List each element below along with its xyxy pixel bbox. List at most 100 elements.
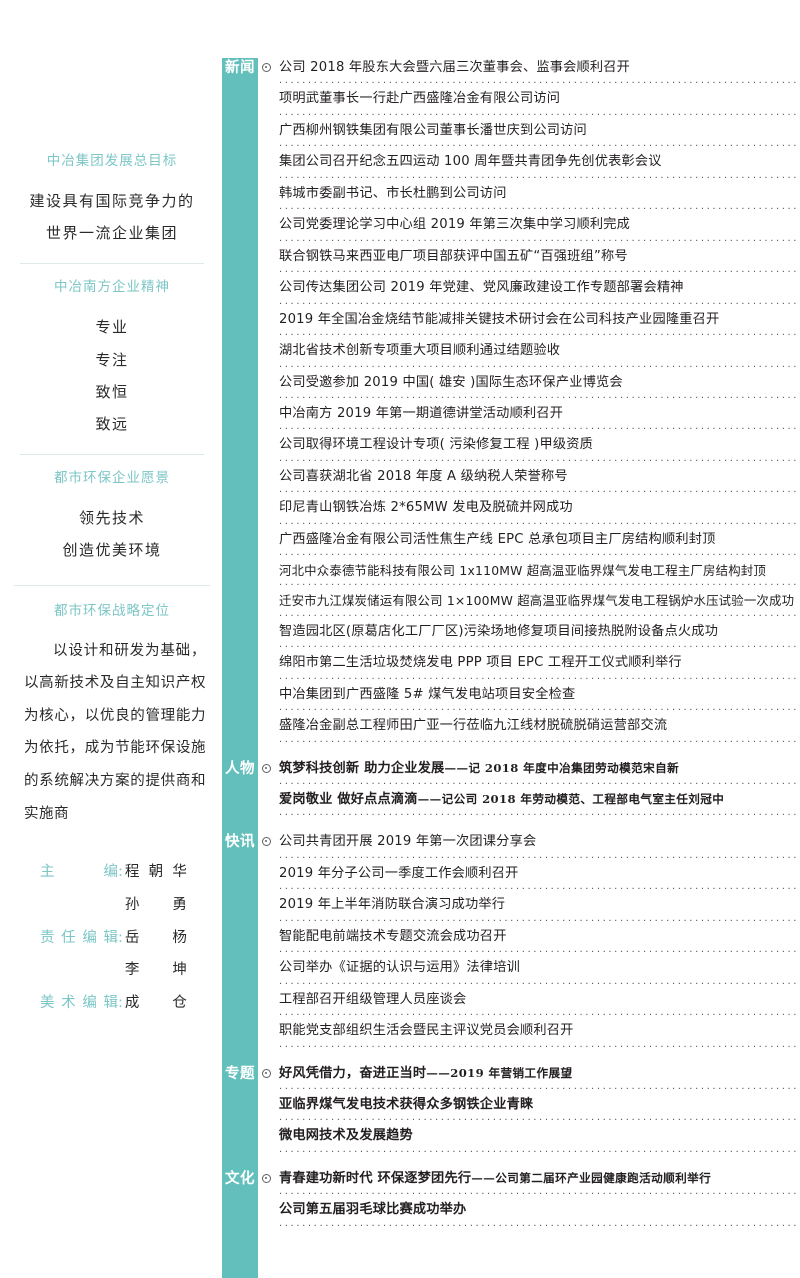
sidebar-line: 致恒 bbox=[95, 382, 129, 401]
dot-leader: ········································… bbox=[279, 1146, 800, 1158]
toc-section: 人物 筑梦科技创新 助力企业发展——记 2018 年度中冶集团劳动模范宋自新 ···… bbox=[225, 759, 800, 822]
toc-entry[interactable]: 广西柳州钢铁集团有限公司董事长潘世庆到公司访问 ·················… bbox=[258, 121, 800, 152]
toc-leader-row: ········································… bbox=[279, 140, 800, 152]
toc-entry[interactable]: 公司举办《证据的认识与运用》法律培训 ······················… bbox=[258, 958, 800, 989]
bullet-icon bbox=[262, 1068, 271, 1078]
toc-entry[interactable]: 湖北省技术创新专项重大项目顺利通过结题验收 ···················… bbox=[258, 341, 800, 372]
toc-entry[interactable]: 2019 年分子公司一季度工作会顺利召开 ····················… bbox=[258, 864, 800, 895]
toc-leader-row: ········································… bbox=[279, 235, 800, 247]
dot-leader: ········································… bbox=[279, 673, 800, 685]
toc-leader-row: ········································… bbox=[279, 852, 800, 864]
sidebar-line: 专业 bbox=[95, 318, 129, 337]
toc-entry-title: 微电网技术及发展趋势 bbox=[279, 1128, 413, 1144]
bullet-icon bbox=[262, 837, 271, 847]
toc-entry[interactable]: 公司传达集团公司 2019 年党建、党风廉政建设工作专题部署会精神 ·······… bbox=[258, 278, 800, 309]
sidebar-block-group-goal: 中冶集团发展总目标 建设具有国际竞争力的 世界一流企业集团 bbox=[14, 152, 210, 249]
toc-leader-row: ········································… bbox=[279, 423, 800, 435]
toc-entry[interactable]: 项明武董事长一行赴广西盛隆冶金有限公司访问 ···················… bbox=[258, 89, 800, 120]
dot-leader: ········································… bbox=[279, 518, 800, 530]
toc-entry[interactable]: 公司第五届羽毛球比赛成功举办 ··························… bbox=[258, 1200, 800, 1231]
credit-row: : 李坤 bbox=[40, 954, 210, 987]
toc-leader-row: ········································… bbox=[279, 778, 800, 790]
toc-entry-title: 青春建功新时代 环保逐梦团先行——公司第二届环产业园健康跑活动顺利举行 bbox=[279, 1170, 712, 1186]
toc-entry[interactable]: 青春建功新时代 环保逐梦团先行——公司第二届环产业园健康跑活动顺利举行 ·····… bbox=[258, 1169, 800, 1200]
toc-entry[interactable]: 公司共青团开展 2019 年第一次团课分享会 ··················… bbox=[258, 832, 800, 863]
toc-entry-title: 韩城市委副书记、市长杜鹏到公司访问 bbox=[279, 185, 507, 201]
toc-entry[interactable]: 中冶集团到广西盛隆 5# 煤气发电站项目安全检查 ················… bbox=[258, 685, 800, 716]
dot-leader: ········································… bbox=[279, 298, 800, 310]
toc-entry-title: 湖北省技术创新专项重大项目顺利通过结题验收 bbox=[279, 343, 561, 359]
toc-entry[interactable]: 公司 2018 年股东大会暨六届三次董事会、监事会顺利召开 ···········… bbox=[258, 58, 800, 89]
dot-leader: ········································… bbox=[279, 915, 800, 927]
toc-entry[interactable]: 绵阳市第二生活垃圾焚烧发电 PPP 项目 EPC 工程开工仪式顺利举行 ·····… bbox=[258, 653, 800, 684]
sidebar-heading-group-goal: 中冶集团发展总目标 bbox=[46, 153, 178, 169]
toc-entry[interactable]: 智造园北区(原葛店化工厂厂区)污染场地修复项目间接热脱附设备点火成功 ······… bbox=[258, 622, 800, 653]
section-gap bbox=[258, 1053, 800, 1064]
toc-section: 专题 好风凭借力，奋进正当时——2019 年营销工作展望 ·············… bbox=[225, 1064, 800, 1158]
dot-leader: ········································… bbox=[279, 978, 800, 990]
toc-accent-bar bbox=[222, 58, 258, 1278]
toc-entry[interactable]: 2019 年全国冶金烧结节能减排关键技术研讨会在公司科技产业园隆重召开 ·····… bbox=[258, 310, 800, 341]
toc-entry[interactable]: 印尼青山钢铁冶炼 2*65MW 发电及脱硫并网成功 ···············… bbox=[258, 498, 800, 529]
dot-leader: ········································… bbox=[279, 736, 800, 748]
toc-leader-row: ········································… bbox=[279, 298, 800, 310]
toc-leader-row: ········································… bbox=[279, 1114, 800, 1126]
toc-entry[interactable]: 筑梦科技创新 助力企业发展——记 2018 年度中冶集团劳动模范宋自新 ·····… bbox=[258, 759, 800, 790]
toc-entry[interactable]: 公司喜获湖北省 2018 年度 A 级纳税人荣誉称号 ··············… bbox=[258, 467, 800, 498]
toc-section-label: 人物 bbox=[225, 760, 255, 777]
dot-leader: ········································… bbox=[279, 947, 800, 959]
toc-entry[interactable]: 迁安市九江煤炭储运有限公司 1×100MW 超高温亚临界煤气发电工程锅炉水压试验… bbox=[258, 591, 800, 621]
toc-entry-subtitle: ——记 2018 年度中冶集团劳动模范宋自新 bbox=[444, 760, 680, 775]
dot-leader: ········································… bbox=[279, 392, 800, 404]
toc-entry-list: 新闻 公司 2018 年股东大会暨六届三次董事会、监事会顺利召开 ·········… bbox=[225, 58, 800, 1232]
toc-entry-title: 工程部召开组级管理人员座谈会 bbox=[279, 991, 467, 1007]
toc-entry-title: 亚临界煤气发电技术获得众多钢铁企业青睐 bbox=[279, 1097, 534, 1113]
toc-entry-title: 2019 年全国冶金烧结节能减排关键技术研讨会在公司科技产业园隆重召开 bbox=[279, 311, 720, 327]
toc-entry-title: 集团公司召开纪念五四运动 100 周年暨共青团争先创优表彰会议 bbox=[279, 154, 662, 170]
toc-leader-row: ········································… bbox=[279, 361, 800, 373]
toc-entry-title: 公司取得环境工程设计专项( 污染修复工程 )甲级资质 bbox=[279, 437, 593, 453]
toc-entry[interactable]: 爱岗敬业 做好点点滴滴——记公司 2018 年劳动模范、工程部电气室主任刘冠中 ·… bbox=[258, 790, 800, 821]
toc-entry[interactable]: 盛隆冶金副总工程师田广亚一行莅临九江线材脱硫脱硝运营部交流 ···········… bbox=[258, 716, 800, 747]
toc-entry[interactable]: 智能配电前端技术专题交流会成功召开 ·······················… bbox=[258, 927, 800, 958]
toc-entry-title: 公司举办《证据的认识与运用》法律培训 bbox=[279, 960, 520, 976]
toc-entry[interactable]: 中冶南方 2019 年第一期道德讲堂活动顺利召开 ················… bbox=[258, 404, 800, 435]
toc-entry[interactable]: 微电网技术及发展趋势 ······························… bbox=[258, 1126, 800, 1157]
toc-entry[interactable]: 联合钢铁马来西亚电厂项目部获评中国五矿“百强班组”称号 ·············… bbox=[258, 247, 800, 278]
dot-leader: ········································… bbox=[279, 810, 800, 822]
toc-entry[interactable]: 广西盛隆冶金有限公司活性焦生产线 EPC 总承包项目主厂房结构顺利封顶 ·····… bbox=[258, 530, 800, 561]
toc-leader-row: ········································… bbox=[279, 946, 800, 958]
page-title: 目录 bbox=[224, 4, 274, 30]
toc-entry[interactable]: 公司取得环境工程设计专项( 污染修复工程 )甲级资质 ··············… bbox=[258, 435, 800, 466]
sidebar-block-spirit: 中冶南方企业精神 专业 专注 致恒 致远 bbox=[14, 278, 210, 440]
toc-entry[interactable]: 公司党委理论学习中心组 2019 年第三次集中学习顺利完成 ···········… bbox=[258, 215, 800, 246]
toc-entry[interactable]: 2019 年上半年消防联合演习成功举行 ·····················… bbox=[258, 895, 800, 926]
credit-label: 责任编辑 bbox=[40, 929, 118, 946]
toc-entry-title: 广西盛隆冶金有限公司活性焦生产线 EPC 总承包项目主厂房结构顺利封顶 bbox=[279, 531, 716, 547]
credit-name: 李坤 bbox=[124, 962, 187, 979]
toc-leader-row: ········································… bbox=[279, 266, 800, 278]
toc-leader-row: ········································… bbox=[279, 1146, 800, 1158]
toc-entry[interactable]: 公司受邀参加 2019 中国( 雄安 )国际生态环保产业博览会 ·········… bbox=[258, 373, 800, 404]
toc-entry[interactable]: 集团公司召开纪念五四运动 100 周年暨共青团争先创优表彰会议 ·········… bbox=[258, 152, 800, 183]
toc-entry-subtitle: ——记公司 2018 年劳动模范、工程部电气室主任刘冠中 bbox=[417, 791, 725, 806]
credit-colon: : bbox=[118, 864, 123, 881]
toc-leader-row: ········································… bbox=[279, 1188, 800, 1200]
bullet-icon bbox=[262, 763, 271, 773]
toc-entry-title: 中冶集团到广西盛隆 5# 煤气发电站项目安全检查 bbox=[279, 686, 576, 702]
toc-leader-row: ········································… bbox=[279, 329, 800, 341]
toc-leader-row: ········································… bbox=[279, 579, 800, 591]
toc-entry[interactable]: 河北中众泰德节能科技有限公司 1x110MW 超高温亚临界煤气发电工程主厂房结构… bbox=[258, 561, 800, 591]
dot-leader: ········································… bbox=[279, 1041, 800, 1053]
toc-section-label: 新闻 bbox=[225, 60, 255, 76]
toc-entry[interactable]: 工程部召开组级管理人员座谈会 ··························… bbox=[258, 990, 800, 1021]
toc-entry[interactable]: 好风凭借力，奋进正当时——2019 年营销工作展望 ···············… bbox=[258, 1064, 800, 1095]
toc-leader-row: ········································… bbox=[279, 809, 800, 821]
toc-entry-title: 公司受邀参加 2019 中国( 雄安 )国际生态环保产业博览会 bbox=[279, 374, 623, 390]
toc-section-label: 文化 bbox=[225, 1170, 255, 1187]
toc-entry[interactable]: 职能党支部组织生活会暨民主评议党员会顺利召开 ··················… bbox=[258, 1021, 800, 1052]
dot-leader: ········································… bbox=[279, 778, 800, 790]
toc-entry[interactable]: 韩城市委副书记、市长杜鹏到公司访问 ·······················… bbox=[258, 184, 800, 215]
dot-leader: ········································… bbox=[279, 361, 800, 373]
toc-entry-title: 广西柳州钢铁集团有限公司董事长潘世庆到公司访问 bbox=[279, 122, 587, 138]
